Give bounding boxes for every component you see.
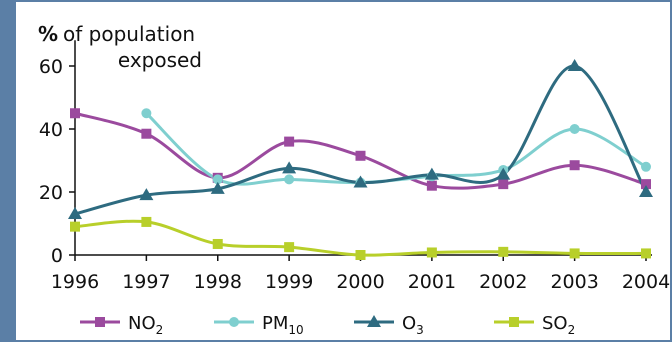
data-point-1: [641, 161, 651, 172]
series-line-2: [74, 64, 648, 216]
data-point-3: [641, 248, 651, 259]
data-point-0: [641, 179, 651, 190]
legend-label-3: SO2: [542, 313, 575, 337]
data-point-3: [569, 248, 580, 259]
data-point-2: [282, 161, 297, 174]
data-point-2: [639, 185, 653, 197]
data-point-2: [139, 188, 154, 201]
x-tick-label: 1997: [122, 271, 170, 293]
data-point-3: [70, 221, 80, 232]
data-point-1: [212, 174, 223, 185]
x-tick-label: 1998: [194, 271, 242, 293]
data-point-0: [569, 160, 580, 171]
data-point-0: [426, 180, 437, 191]
x-tick-label: 2002: [479, 271, 527, 293]
legend-label-2: O3: [402, 313, 424, 337]
y-axis-label: % of population: [38, 22, 195, 46]
data-point-0: [141, 128, 152, 139]
data-point-1: [141, 108, 152, 119]
data-point-2: [210, 181, 225, 194]
data-point-3: [355, 250, 366, 260]
y-axis-label-line2: exposed: [118, 48, 202, 72]
y-axis-label-symbol: %: [38, 22, 58, 46]
data-point-1: [284, 174, 295, 185]
x-tick-label: 1996: [51, 271, 99, 293]
data-point-2: [424, 167, 439, 180]
chart-frame: [16, 2, 670, 340]
legend-label-1: PM10: [262, 313, 304, 337]
data-point-3: [426, 247, 437, 258]
y-tick-label: 60: [39, 56, 63, 78]
data-point-0: [70, 108, 80, 119]
data-point-2: [353, 175, 368, 188]
legend-marker-1: [229, 317, 239, 327]
legend-marker-3: [509, 317, 519, 327]
y-tick-label: 20: [39, 182, 63, 204]
data-point-0: [355, 150, 366, 161]
x-tick-label: 2004: [622, 271, 670, 293]
legend-marker-0: [95, 317, 105, 327]
data-point-0: [284, 136, 295, 147]
y-axis-label-line1: of population: [63, 22, 195, 46]
legend-label-0: NO2: [128, 313, 163, 337]
data-point-3: [284, 242, 295, 253]
x-tick-label: 2003: [550, 271, 598, 293]
data-point-3: [212, 238, 223, 249]
data-point-2: [496, 167, 511, 180]
x-tick-label: 2001: [408, 271, 456, 293]
y-tick-label: 40: [39, 119, 63, 141]
data-point-3: [141, 216, 152, 227]
data-point-2: [68, 207, 82, 220]
data-point-2: [567, 59, 582, 71]
y-tick-label: 0: [51, 245, 63, 267]
data-point-1: [569, 124, 580, 134]
x-tick-label: 1999: [265, 271, 313, 293]
data-point-0: [498, 179, 509, 190]
x-tick-label: 2000: [336, 271, 384, 293]
legend-marker-2: [367, 315, 381, 327]
data-point-3: [498, 246, 509, 257]
